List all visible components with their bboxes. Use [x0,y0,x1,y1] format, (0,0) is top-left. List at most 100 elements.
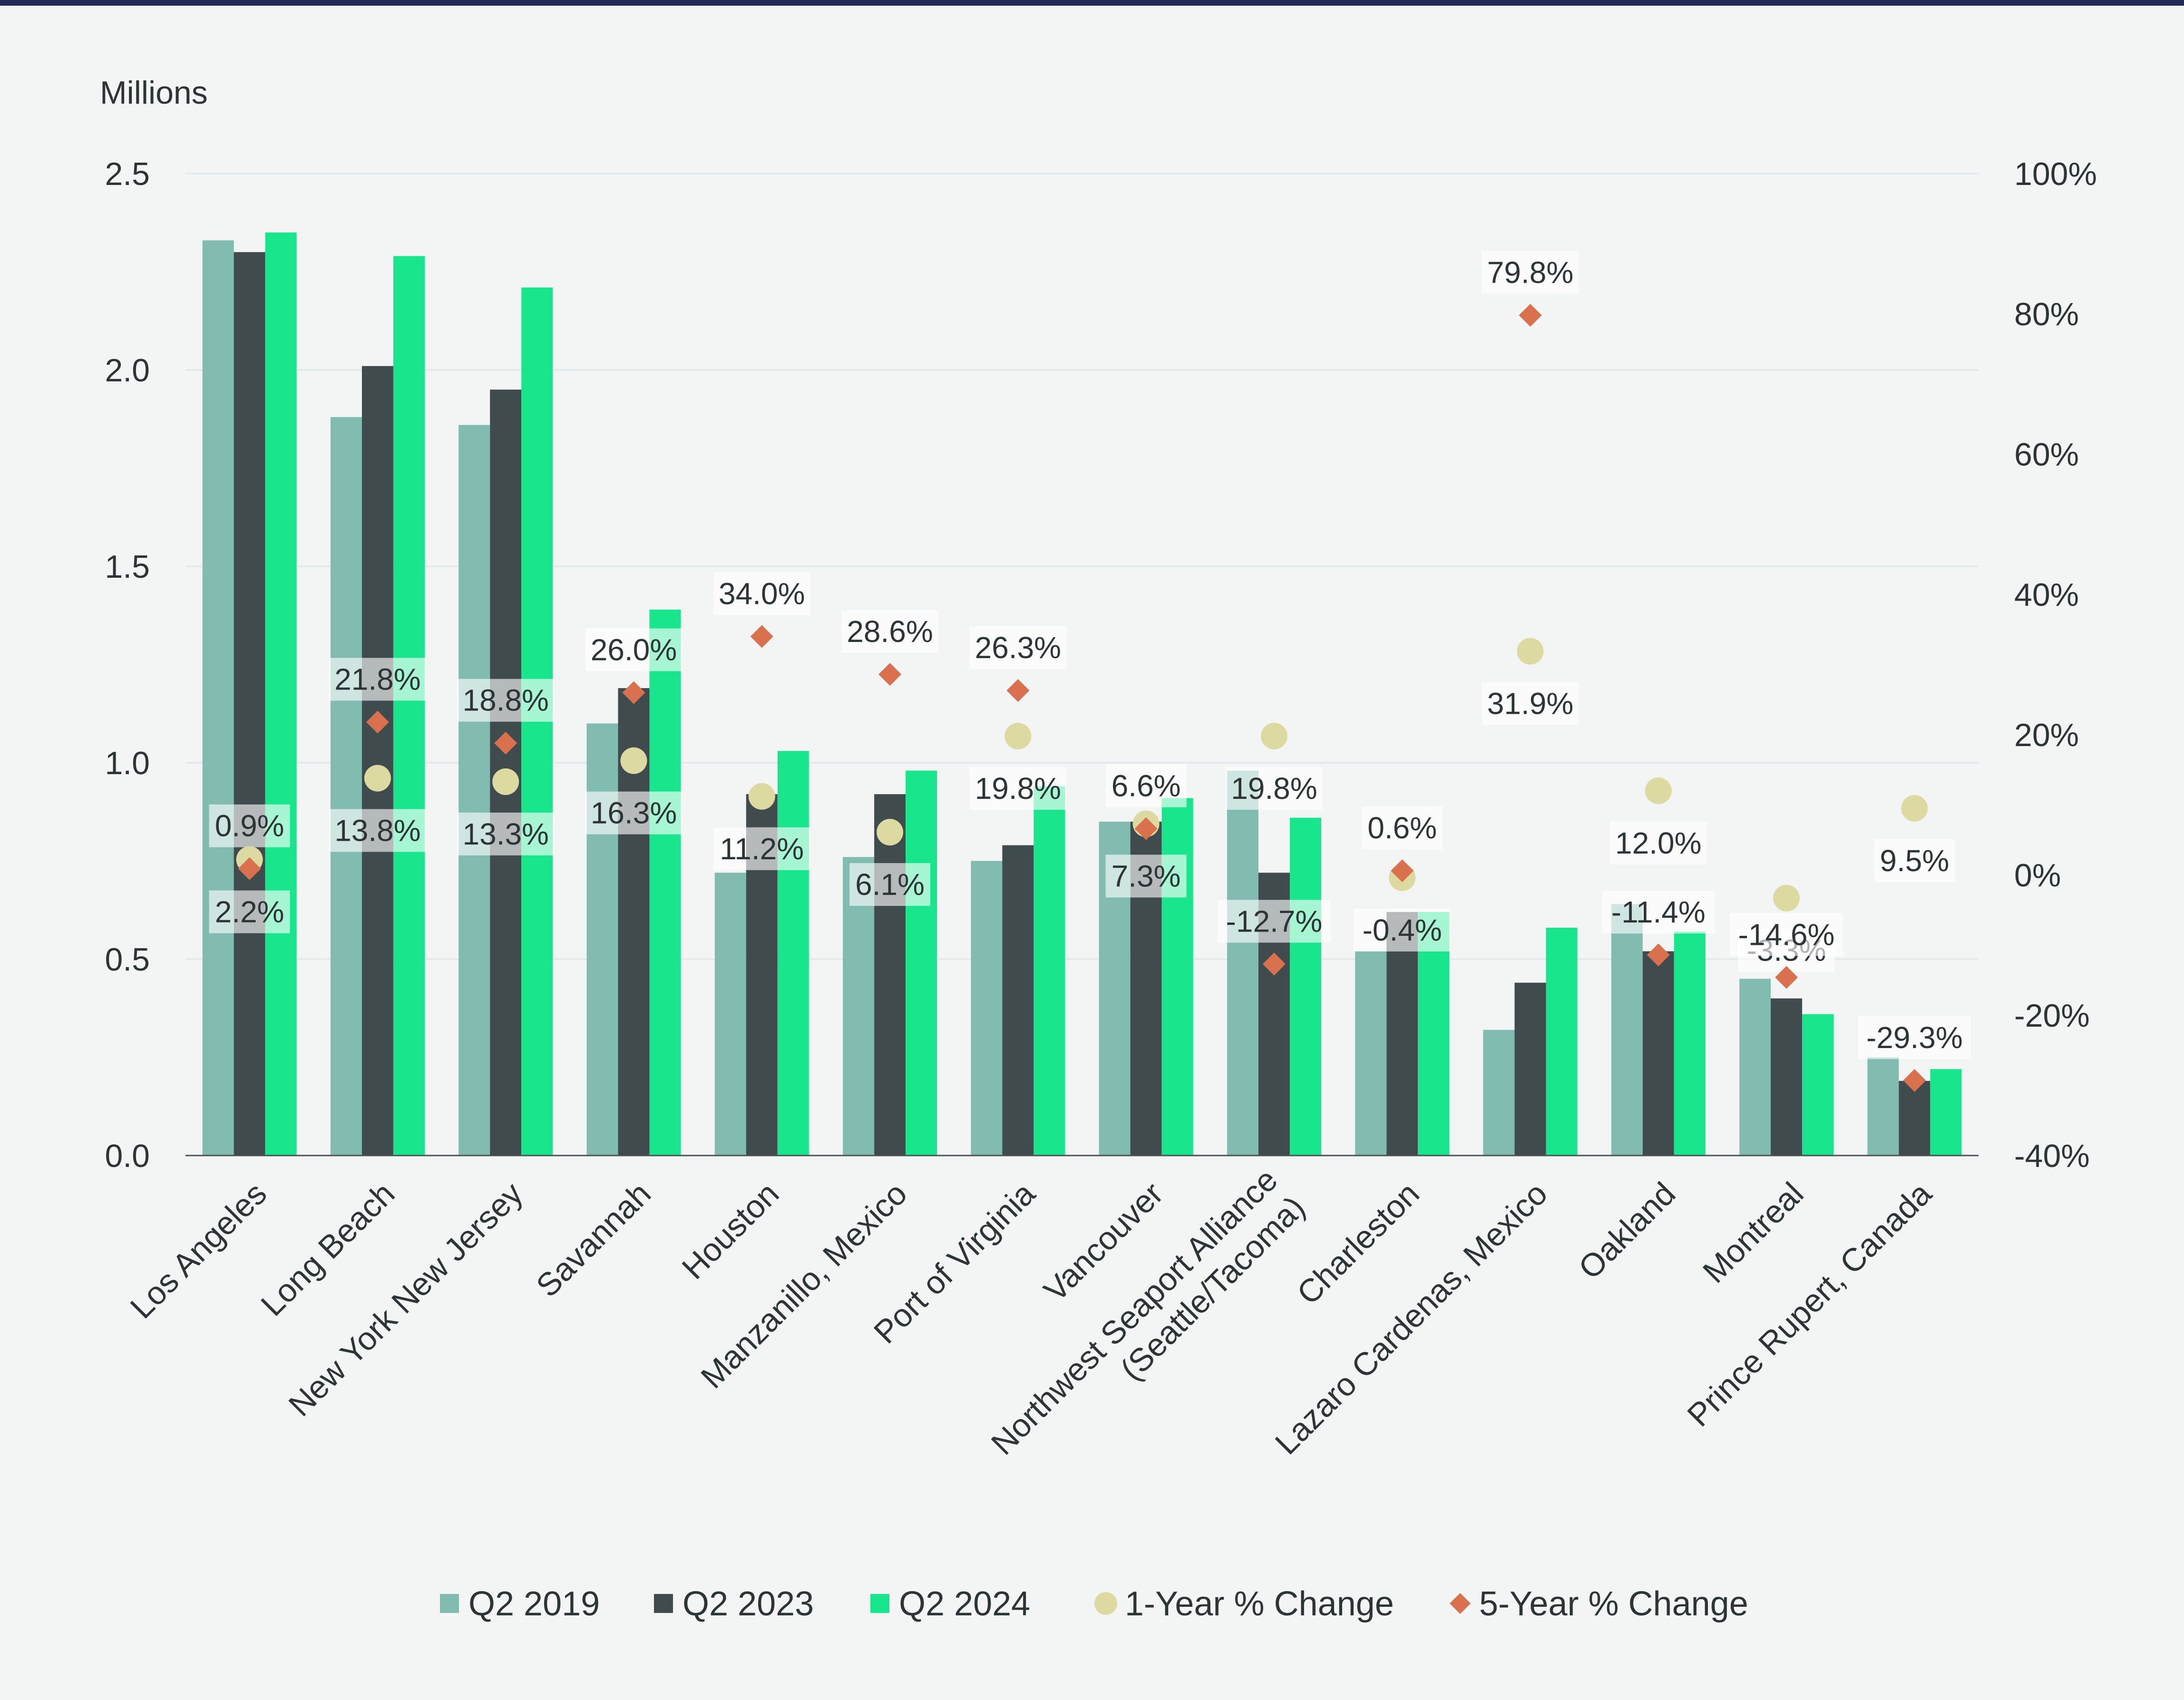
five-year-change-diamond [878,663,902,686]
category-label: Charleston [1290,1175,1426,1311]
five-year-label: -29.3% [1866,1020,1963,1055]
five-year-label-bg [713,572,810,615]
bar-q2-2023 [1514,982,1546,1156]
one-year-label: 6.1% [855,867,925,902]
five-year-change-diamond [366,710,389,734]
one-year-label: 11.2% [720,832,804,866]
legend-swatch-1-year-change [1094,1592,1117,1615]
five-year-label-bg [969,626,1067,670]
bar-q2-2019 [458,425,490,1156]
left-tick-label: 2.0 [105,352,150,389]
data-labels: 2.2% 0.9% 13.8% 21.8% 13.3% 18.8% 16.3% 26.0% 11… [209,251,1971,1059]
bar-q2-2024 [1930,1069,1962,1156]
five-year-change-diamond [1006,679,1030,702]
bar-q2-2023 [1386,912,1418,1156]
bar-q2-2019 [1483,1030,1515,1156]
five-year-label-bg [1217,900,1331,943]
one-year-change-dot [1773,884,1800,912]
five-year-label-bg [1601,891,1715,934]
five-year-label-bg [329,658,426,701]
bar-q2-2024 [1546,927,1578,1156]
five-year-label-bg [209,804,290,847]
one-year-label-bg [969,767,1067,810]
one-year-label-bg [1609,822,1707,865]
right-tick-label: 0% [2014,857,2061,894]
five-year-label: -11.4% [1611,895,1706,929]
one-year-label: 13.8% [334,813,420,847]
one-year-change-dot [1004,722,1032,749]
legend-label-1-year-change: 1-Year % Change [1125,1585,1394,1623]
five-year-label: 21.8% [334,662,420,696]
five-year-label: 79.8% [1487,255,1573,290]
category-label: Prince Rupert, Canada [1680,1175,1939,1434]
bar-q2-2023 [234,252,265,1156]
bar-q2-2019 [1611,904,1643,1156]
one-year-change-dot [1517,638,1544,665]
one-year-label-bg [1354,908,1451,952]
one-year-label-bg [1874,839,1955,882]
category-label: Savannah [529,1175,658,1304]
five-year-change-diamond [494,731,517,755]
one-year-label-bg [209,890,290,933]
one-year-label: 19.8% [1231,771,1317,806]
five-year-label: 26.3% [975,631,1061,665]
one-year-change-dot [1901,795,1928,822]
one-year-change-dot [748,783,775,810]
one-year-label-bg [849,863,931,906]
legend-swatch-q2-2019 [440,1594,459,1613]
five-year-label: 0.6% [1367,811,1437,845]
bar-q2-2024 [777,751,809,1156]
bar-q2-2019 [843,857,875,1156]
legend-label-5-year-change: 5-Year % Change [1479,1585,1748,1623]
left-tick-label: 0.5 [105,942,150,978]
bar-q2-2024 [1802,1014,1834,1156]
five-year-label-bg [1362,806,1443,850]
one-year-label: -0.4% [1363,913,1442,947]
top-rule [0,0,2184,6]
bar-q2-2019 [1355,951,1387,1156]
right-tick-label: 20% [2014,717,2079,753]
left-tick-label: 0.0 [105,1138,150,1174]
five-year-label-bg [457,679,555,722]
one-year-label-bg [1105,855,1187,898]
one-year-label-bg [713,827,810,870]
legend-swatch-5-year-change [1450,1593,1471,1614]
five-year-change-diamond [1903,1069,1926,1092]
one-year-label-bg [585,791,682,835]
one-year-change-dot [1260,722,1287,749]
bar-q2-2024 [1418,912,1450,1156]
category-label: Los Angeles [124,1175,274,1326]
category-label: Houston [675,1175,786,1286]
bar-q2-2024 [1674,932,1706,1156]
one-year-label-bg [329,809,426,852]
category-label: New York New Jersey [282,1175,529,1423]
five-year-change-diamond [1775,966,1798,989]
bar-q2-2019 [1227,770,1258,1156]
right-tick-label: 100% [2014,156,2097,192]
five-year-label-bg [1105,764,1187,807]
bar-q2-2024 [393,256,425,1156]
legend-swatch-q2-2023 [654,1594,673,1613]
five-year-label: 0.9% [215,809,284,843]
bar-q2-2024 [1034,786,1065,1156]
left-tick-label: 1.0 [105,745,150,781]
bar-q2-2019 [202,240,234,1156]
markers [236,303,1928,1092]
right-axis: -40% -20% 0% 20% 40% 60% 80% 100% [2014,156,2097,1174]
y-axis-unit-label: Millions [100,75,208,111]
bar-q2-2023 [361,366,393,1156]
five-year-label: 34.0% [719,577,805,611]
five-year-change-diamond [1647,943,1670,967]
left-axis: 0.0 0.5 1.0 1.5 2.0 2.5 [105,156,150,1174]
five-year-change-diamond [622,681,645,704]
one-year-label-bg [457,812,555,855]
bar-q2-2019 [714,873,746,1156]
category-label: Montreal [1696,1175,1811,1290]
gridlines [185,173,1979,960]
one-year-change-dot [620,747,647,774]
bar-q2-2019 [330,417,362,1156]
right-tick-label: 40% [2014,577,2079,613]
one-year-label-bg [1225,767,1323,810]
legend-swatch-q2-2024 [870,1594,889,1613]
